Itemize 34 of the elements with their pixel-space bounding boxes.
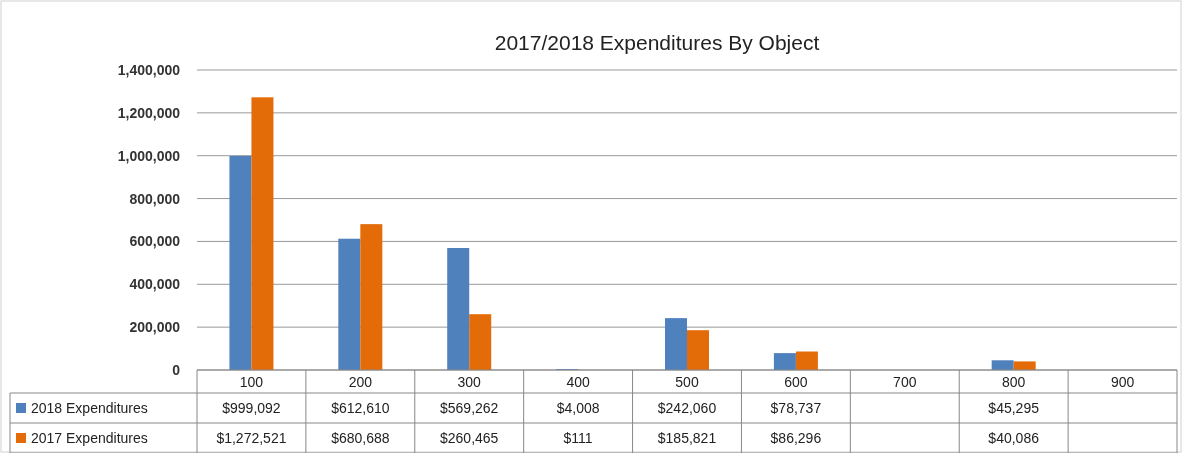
data-label: $86,296 <box>770 430 822 446</box>
y-tick-label: 1,400,000 <box>117 62 181 78</box>
x-tick-label: 400 <box>566 374 590 390</box>
y-tick-label: 1,000,000 <box>117 147 181 164</box>
x-tick-label: 800 <box>1001 374 1026 390</box>
data-label: $1,272,521 <box>216 430 287 446</box>
x-tick-label: 100 <box>239 374 264 390</box>
data-label: $680,688 <box>331 430 390 446</box>
data-label: $45,295 <box>988 400 1040 416</box>
x-tick-label: 700 <box>893 374 917 390</box>
x-tick-label: 200 <box>348 374 373 390</box>
y-tick-label: 600,000 <box>129 233 181 250</box>
data-label: $78,737 <box>770 400 822 416</box>
data-label: $185,821 <box>657 430 717 446</box>
x-tick-label: 600 <box>784 374 808 390</box>
data-label: $569,262 <box>440 400 499 416</box>
legend-label: 2017 Expenditures <box>31 430 148 446</box>
chart-title: 2017/2018 Expenditures By Object <box>494 31 820 54</box>
data-label: $612,610 <box>331 400 390 416</box>
data-label: $4,008 <box>556 400 600 416</box>
y-tick-label: 400,000 <box>129 276 181 293</box>
data-label: $111 <box>563 430 593 446</box>
data-label: $242,060 <box>657 400 717 416</box>
x-tick-label: 900 <box>1110 374 1135 390</box>
y-tick-label: 800,000 <box>129 190 181 207</box>
x-tick-label: 300 <box>457 374 482 390</box>
data-label: $999,092 <box>222 400 281 416</box>
legend-label: 2018 Expenditures <box>31 400 148 416</box>
y-tick-label: 200,000 <box>129 319 181 336</box>
y-tick-label: 0 <box>172 362 181 378</box>
y-tick-label: 1,200,000 <box>117 104 181 121</box>
data-label: $40,086 <box>988 430 1040 446</box>
x-tick-label: 500 <box>675 374 699 390</box>
data-label: $260,465 <box>440 430 499 446</box>
